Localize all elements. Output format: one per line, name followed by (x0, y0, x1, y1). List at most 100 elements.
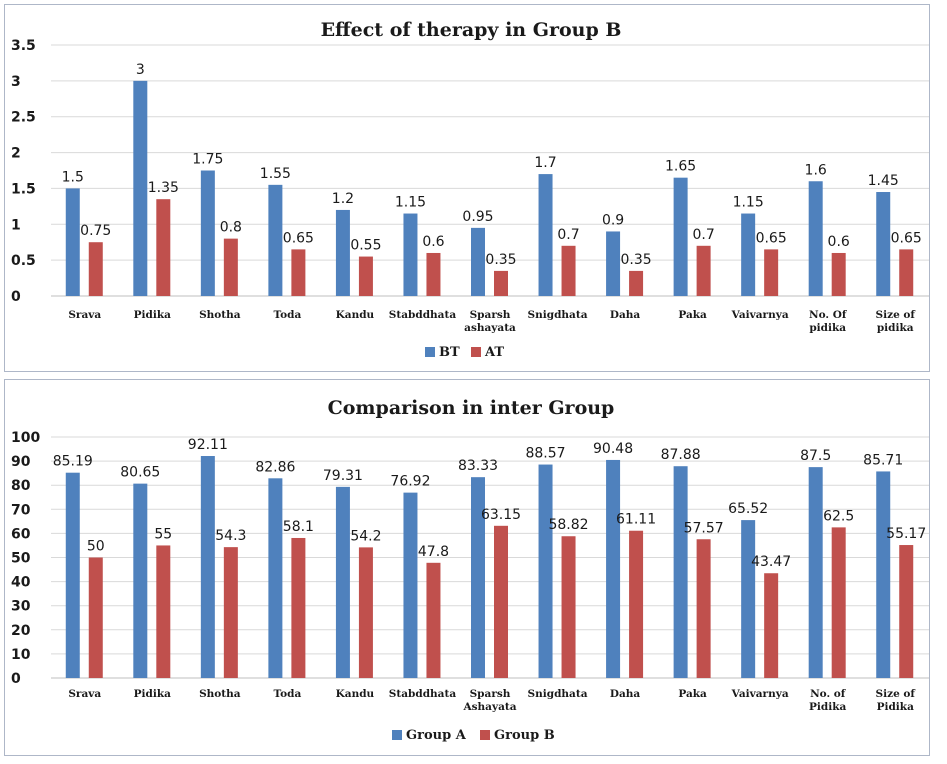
x-tick-label: Size of (876, 688, 917, 700)
data-label: 55.17 (886, 526, 926, 542)
x-tick-label: pidika (809, 322, 846, 334)
bar-at (358, 256, 373, 296)
bar-group-b (561, 536, 576, 678)
data-label: 0.9 (602, 212, 624, 228)
data-label: 0.65 (756, 230, 787, 246)
x-tick-label: Snigdhata (528, 309, 588, 321)
x-tick-label: Stabddhata (389, 309, 457, 321)
data-label: 87.5 (800, 448, 831, 464)
x-tick-label: Shotha (199, 309, 241, 321)
data-label: 76.92 (390, 474, 430, 490)
data-label: 85.71 (863, 452, 903, 468)
bar-bt (335, 209, 350, 296)
y-tick-label: 1.5 (11, 181, 36, 197)
data-label: 0.75 (80, 223, 111, 239)
x-tick-label: Sparsh (470, 309, 511, 321)
y-tick-label: 10 (11, 647, 31, 663)
bar-group-a (200, 456, 215, 678)
bar-bt (606, 231, 621, 296)
data-label: 50 (87, 539, 105, 555)
legend-swatch (392, 730, 402, 740)
bar-group-b (291, 537, 306, 678)
bar-group-b (696, 539, 711, 678)
bar-at (223, 238, 238, 296)
data-label: 79.31 (323, 468, 363, 484)
legend-swatch (425, 347, 435, 357)
data-label: 61.11 (616, 512, 656, 528)
data-label: 55 (154, 526, 172, 542)
bar-group-b (358, 547, 373, 678)
chart-therapy-svg: Effect of therapy in Group B 0 0.5 1 1.5 2 2.5… (11, 19, 929, 360)
data-label: 92.11 (188, 437, 228, 453)
data-label: 47.8 (418, 544, 449, 560)
y-tick-label: 2.5 (11, 110, 36, 126)
bar-at (764, 249, 779, 296)
legend-label: BT (439, 345, 460, 360)
data-label: 0.7 (557, 227, 579, 243)
data-label: 87.88 (661, 447, 701, 463)
x-tick-label: Stabddhata (389, 688, 457, 700)
bar-group-a (335, 486, 350, 678)
y-tick-label: 70 (11, 502, 31, 518)
data-label: 82.86 (255, 459, 295, 475)
y-tick-label: 20 (11, 623, 31, 639)
bar-at (629, 270, 644, 296)
y-tick-label: 80 (11, 478, 31, 494)
x-tick-label: Pidika (134, 309, 171, 321)
bar-bt (673, 177, 688, 296)
x-tick-label: Srava (68, 309, 101, 321)
data-label: 54.3 (215, 528, 246, 544)
legend-label: AT (484, 345, 504, 360)
bar-at (831, 252, 846, 296)
data-label: 63.15 (481, 507, 521, 523)
bar-at (426, 252, 441, 296)
y-tick-label: 1 (11, 217, 21, 233)
bar-bt (538, 174, 553, 296)
bar-at (88, 242, 103, 296)
bar-bt (403, 213, 418, 296)
data-label: 0.8 (220, 220, 242, 236)
bar-bt (876, 192, 891, 296)
legend-label: Group B (494, 728, 555, 743)
y-tick-label: 3.5 (11, 38, 36, 54)
bar-group-a (538, 464, 553, 678)
data-label: 1.35 (148, 180, 179, 196)
bar-at (291, 249, 306, 296)
bar-group-a (268, 478, 283, 678)
bar-bt (741, 213, 756, 296)
y-tick-label: 0 (11, 289, 21, 305)
chart-panel-comparison: Comparison in inter Group 0 10 20 30 40 50 60 70… (4, 379, 930, 756)
data-label: 1.15 (733, 195, 764, 211)
x-tick-label: Paka (678, 688, 707, 700)
data-label: 1.75 (192, 152, 223, 168)
legend-label: Group A (406, 728, 467, 743)
x-tick-label: ashayata (464, 322, 516, 334)
data-label: 0.95 (462, 209, 493, 225)
data-label: 65.52 (728, 501, 768, 517)
chart-title: Comparison in inter Group (328, 397, 615, 419)
x-tick-label: Shotha (199, 688, 241, 700)
y-tick-label: 0.5 (11, 253, 36, 269)
data-label: 1.15 (395, 195, 426, 211)
x-tick-label: Pidika (809, 701, 846, 713)
data-label: 54.2 (350, 528, 381, 544)
bar-group-b (426, 562, 441, 678)
data-label: 0.35 (620, 252, 651, 268)
bar-at (899, 249, 914, 296)
bar-at (156, 199, 171, 296)
data-label: 1.5 (62, 169, 84, 185)
x-tick-label: Daha (610, 688, 641, 700)
bar-bt (133, 80, 148, 296)
data-label: 58.82 (548, 517, 588, 533)
bar-group-b (156, 545, 171, 678)
data-label: 1.2 (332, 191, 354, 207)
data-label: 0.6 (422, 234, 444, 250)
y-tick-label: 60 (11, 526, 31, 542)
bar-group-b (629, 530, 644, 678)
bar-group-a (606, 459, 621, 678)
data-label: 43.47 (751, 554, 791, 570)
data-label: 57.57 (684, 520, 724, 536)
bar-group-a (673, 466, 688, 678)
x-tick-label: Toda (274, 688, 302, 700)
y-tick-label: 0 (11, 671, 21, 687)
